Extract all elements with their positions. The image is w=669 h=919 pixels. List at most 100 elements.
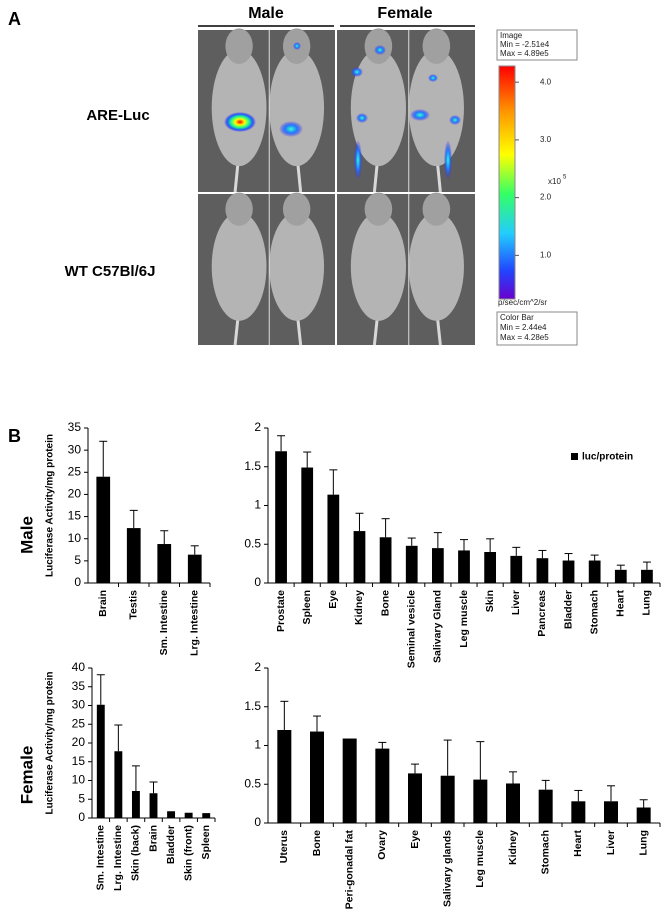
bar [510,555,523,583]
info-text: Image [500,31,523,40]
y-tick-label: 0.5 [244,536,261,550]
mouse-body [269,49,325,167]
y-tick-label: 0 [78,810,85,824]
legend-label: luc/protein [582,452,633,463]
x-tick-label: Prostate [275,590,287,632]
bar [614,569,627,583]
panel-label: B [8,426,21,446]
info-box [496,311,578,346]
mouse-body [408,212,464,321]
x-tick-label: Testis [128,590,140,620]
mouse-head [282,192,311,226]
panel-label: A [8,9,21,29]
y-tick-label: 35 [68,420,82,434]
bar [157,544,172,583]
bar [604,801,618,823]
info-text: Min = -2.51e4 [500,40,550,49]
signal-spot [279,121,303,137]
x-tick-label: Eye [409,830,421,849]
bar [327,494,340,583]
bar [536,558,549,583]
x-tick-label: Lung [641,590,653,616]
y-tick-label: 30 [72,698,86,712]
mouse-head [422,192,451,226]
y-tick-label: 30 [68,442,82,456]
info-text: Max = 4.89e5 [500,49,549,58]
bar [96,476,111,583]
bar [473,779,488,823]
row-label: Female [17,746,36,805]
x-tick-label: Seminal vesicle [406,590,418,668]
bar [310,731,324,823]
bar [506,783,520,823]
bar [277,730,292,823]
x-tick-label: Heart [615,590,627,617]
x-tick-label: Salivary Gland [432,590,444,663]
y-tick-label: 0 [254,575,261,589]
x-tick-label: Brain [147,825,159,852]
y-tick-label: 1 [254,738,261,752]
bar [636,807,651,823]
bar [641,569,653,583]
signal-spot [293,42,301,50]
x-tick-label: Sm. Intestine [158,590,170,656]
bar [588,560,601,583]
y-tick-label: 0.5 [244,776,261,790]
x-tick-label: Spleen [301,590,313,624]
x-tick-label: Spleen [200,825,212,859]
bar [114,751,123,818]
mouse-head [364,192,393,226]
bar [379,537,392,583]
image-panel [198,28,475,346]
bar [571,801,586,823]
signal-spot [428,74,438,82]
column-header: Male [248,5,284,22]
x-tick-label: Sm. Intestine [95,825,107,891]
x-tick-label: Bone [311,830,323,856]
mouse-head [225,28,253,65]
mouse-body [211,49,267,167]
x-tick-label: Liver [605,830,617,855]
bar [408,773,422,823]
y-tick-label: 40 [72,660,86,674]
y-tick-label: 2 [254,660,261,674]
y-tick-label: 10 [72,773,86,787]
colorbar-exponent: 5 [563,175,567,181]
bar [149,793,158,818]
x-tick-label: Heart [572,830,584,857]
bar [538,789,553,823]
bar [96,704,105,818]
bar [202,813,211,818]
x-tick-label: Liver [510,590,522,615]
bar [353,531,366,583]
y-tick-label: 35 [72,679,86,693]
x-tick-label: Bladder [562,590,574,629]
mouse-body [269,212,325,321]
y-tick-label: 0 [74,575,81,589]
info-box [496,29,578,61]
bar [431,548,444,583]
info-text: Max = 4.28e5 [500,333,549,342]
x-tick-label: Kidney [507,830,519,865]
legend-swatch [571,453,578,460]
x-tick-label: Skin (front) [182,825,194,881]
mouse-body [408,49,464,167]
bar [131,791,140,818]
x-tick-label: Skin (back) [130,825,142,881]
x-tick-label: Ovary [376,830,388,860]
bar [301,467,314,583]
bar [167,811,176,818]
y-tick-label: 5 [78,791,85,805]
row-label: ARE-Luc [86,107,149,124]
y-tick-label: 2 [254,420,261,434]
x-tick-label: Pancreas [536,590,548,637]
bar [375,748,390,823]
x-tick-label: Leg muscle [474,830,486,888]
y-tick-label: 1.5 [244,459,261,473]
y-axis-label: Luciferase Activity/mg protein [45,672,56,815]
x-tick-label: Brain [97,590,109,617]
colorbar-tick-label: 2.0 [540,193,552,202]
bar [342,738,357,823]
colorbar: 1.0 2.0 3.0 4.0 [498,65,552,300]
